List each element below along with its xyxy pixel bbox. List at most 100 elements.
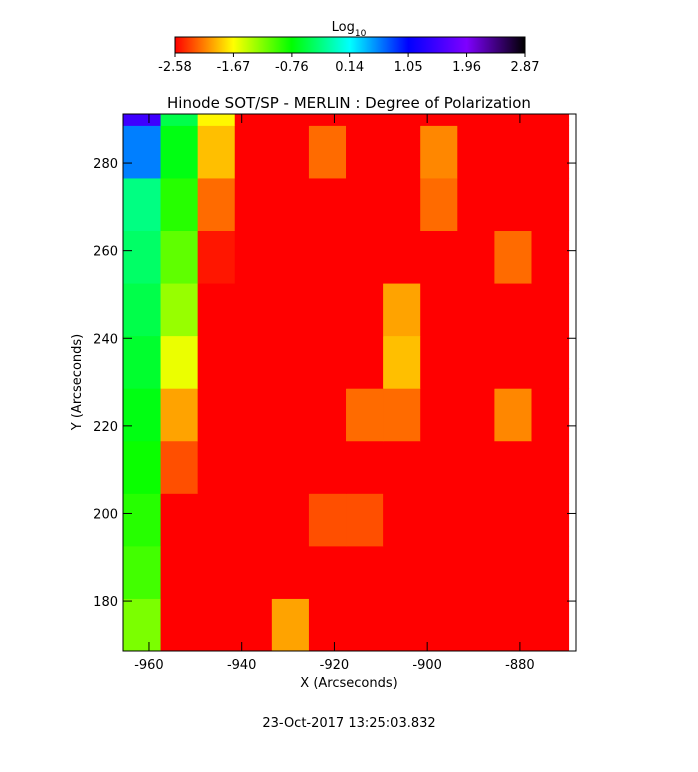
x-tick-label: -940 [227,658,257,673]
colorbar-label: Log10 [332,20,367,39]
y-axis-label: Y (Arcseconds) [70,334,85,431]
heatmap-cell [346,283,384,337]
heatmap-cell [346,177,384,232]
heatmap-cell [531,177,570,232]
heatmap-cell [383,388,421,442]
heatmap-cell [308,125,347,179]
heatmap-cell [308,545,347,599]
y-tick-label: 280 [93,157,118,172]
heatmap-cell [123,388,162,442]
colorbar-tick-label: -0.76 [275,60,309,75]
heatmap-cell [346,388,384,442]
heatmap-cell [197,177,236,232]
x-tick-label: -920 [320,658,350,673]
heatmap-cell [346,493,384,547]
heatmap-cell [234,125,273,179]
heatmap-cell [308,230,347,284]
heatmap-cell [308,177,347,232]
heatmap-cell [457,283,495,337]
heatmap-cell [234,440,273,494]
heatmap-cell [457,335,495,389]
heatmap-cell [271,335,310,389]
heatmap-cell [457,125,495,179]
heatmap-cell [531,283,570,337]
heatmap-cell [420,283,458,337]
heatmap-cell [197,114,236,126]
heatmap-cell [457,388,495,442]
colorbar-tick-label: 1.96 [452,60,481,75]
heatmap-cell [160,283,199,337]
heatmap-cell [308,598,347,651]
heatmap-cell [123,598,162,651]
heatmap-cell [531,230,570,284]
heatmap-cell [234,114,273,126]
y-tick-label: 220 [93,420,118,435]
heatmap-cell [160,230,199,284]
heatmap-cell [494,283,532,337]
heatmap-cell [420,125,458,179]
heatmap-cell [494,125,532,179]
heatmap-cell [308,388,347,442]
heatmap-cell [494,388,532,442]
heatmap-cell [346,335,384,389]
x-tick-label: -960 [134,658,164,673]
heatmap-cell [271,388,310,442]
heatmap-cell [234,493,273,547]
heatmap-cell [160,177,199,232]
heatmap-cell [531,598,570,651]
heatmap-cell [271,177,310,232]
heatmap-cell [271,230,310,284]
heatmap-cell [308,440,347,494]
heatmap-cell [123,177,162,232]
heatmap-cell [160,335,199,389]
heatmap-cell [308,493,347,547]
heatmap-cell [197,283,236,337]
heatmap-cell [531,125,570,179]
heatmap [123,114,570,651]
heatmap-cell [234,335,273,389]
heatmap-cell [160,545,199,599]
heatmap-cell [346,114,384,126]
heatmap-cell [197,598,236,651]
heatmap-cell [160,440,199,494]
heatmap-cell [457,440,495,494]
heatmap-cell [420,230,458,284]
colorbar-tick-label: 0.14 [335,60,364,75]
chart-title: Hinode SOT/SP - MERLIN : Degree of Polar… [167,94,531,112]
heatmap-cell [123,440,162,494]
heatmap-cell [383,440,421,494]
heatmap-cell [383,598,421,651]
heatmap-cell [308,283,347,337]
heatmap-cell [531,335,570,389]
heatmap-cell [494,335,532,389]
heatmap-cell [494,230,532,284]
heatmap-cell [383,545,421,599]
heatmap-cell [457,230,495,284]
heatmap-cell [123,335,162,389]
colorbar-tick-label: -1.67 [217,60,251,75]
heatmap-cell [383,335,421,389]
heatmap-cell [383,177,421,232]
heatmap-cell [531,545,570,599]
colorbar [174,36,526,54]
heatmap-cell [197,125,236,179]
heatmap-cell [346,440,384,494]
heatmap-cell [197,335,236,389]
heatmap-cell [531,114,570,126]
heatmap-cell [197,440,236,494]
heatmap-cell [420,335,458,389]
heatmap-cell [234,177,273,232]
heatmap-cell [160,388,199,442]
heatmap-cell [197,545,236,599]
heatmap-cell [420,493,458,547]
heatmap-cell [271,598,310,651]
y-tick-label: 240 [93,332,118,347]
heatmap-cell [457,177,495,232]
heatmap-cell [494,493,532,547]
heatmap-cell [160,114,199,126]
heatmap-cell [420,388,458,442]
heatmap-cell [531,388,570,442]
heatmap-cell [383,493,421,547]
heatmap-cell [271,283,310,337]
x-axis-label: X (Arcseconds) [300,676,397,691]
